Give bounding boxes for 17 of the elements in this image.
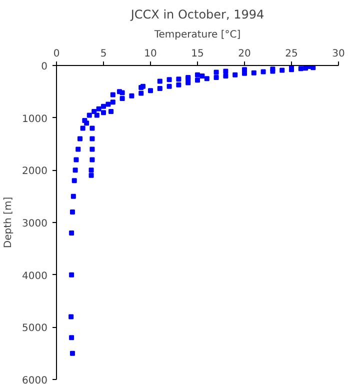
y-tick-label: 5000 <box>22 323 48 334</box>
y-tick-label: 1000 <box>22 114 48 125</box>
x-tick-label: 5 <box>100 48 107 60</box>
x-tick-label: 10 <box>144 48 157 60</box>
y-tick-label: 4000 <box>22 270 48 282</box>
x-tick-label: 25 <box>285 48 298 60</box>
x-tick-label: 15 <box>191 48 204 60</box>
x-tick-label: 0 <box>53 48 60 60</box>
y-tick-label: 6000 <box>22 376 48 384</box>
x-axis-title: Temperature [°C] <box>153 30 241 40</box>
y-tick-label: 2000 <box>22 166 48 178</box>
x-tick-label: 30 <box>332 48 345 60</box>
y-tick-label: 3000 <box>22 218 48 230</box>
chart-title: JCCX in October, 1994 <box>130 8 264 22</box>
x-tick-label: 20 <box>238 48 251 60</box>
y-axis-title: Depth [m] <box>3 196 14 248</box>
y-tick-label: 0 <box>41 62 48 72</box>
